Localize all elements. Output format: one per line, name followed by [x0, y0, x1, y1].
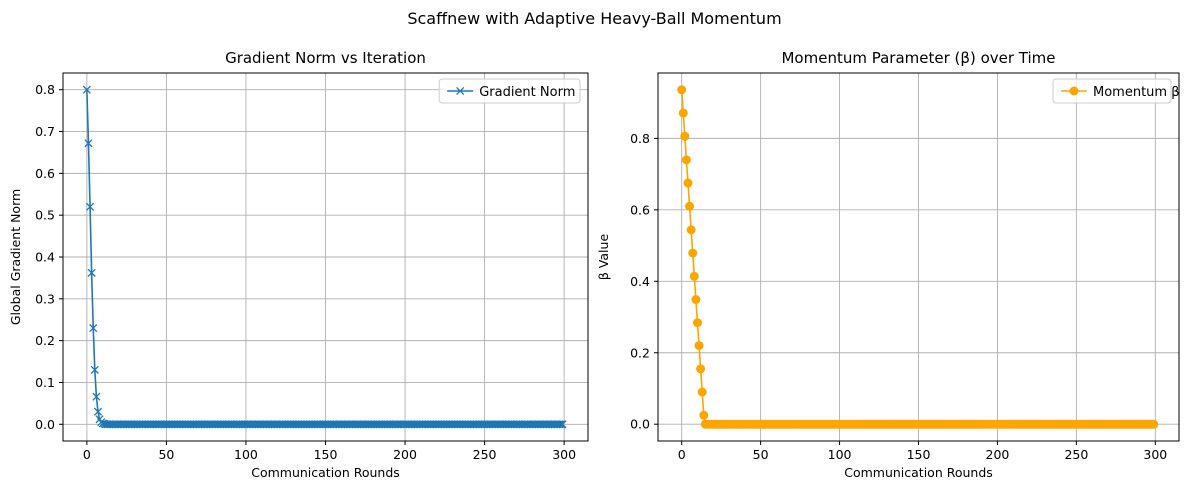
legend-frame: [1052, 78, 1172, 104]
series-markers: [82, 85, 567, 429]
data-point: [92, 392, 101, 401]
legend-entry-momentum-beta: Momentum β: [1093, 85, 1180, 100]
y-tick-label: 0.7: [35, 124, 55, 139]
gradient-norm-chart: Gradient Norm vs Iteration Communication…: [8, 49, 589, 480]
axes-frame: [657, 72, 1180, 442]
data-point: [678, 108, 688, 118]
y-tick-label: 0.1: [35, 375, 55, 390]
y-tick-label: 0.8: [35, 82, 55, 97]
y-tick-label: 0.8: [630, 131, 650, 146]
y-tick-label: 0.5: [35, 208, 55, 223]
data-point: [699, 410, 709, 420]
legend-marker-swatch: [456, 86, 465, 96]
x-tick-label: 50: [753, 447, 769, 462]
y-tick-label: 0.4: [35, 250, 55, 265]
y-tick-label: 0.6: [630, 202, 650, 217]
x-tick-label: 150: [907, 447, 931, 462]
data-point: [683, 178, 693, 188]
x-tick-label: 100: [828, 447, 852, 462]
data-point: [692, 318, 702, 328]
data-point: [686, 225, 696, 235]
data-point: [558, 420, 567, 429]
grid-lines: [658, 73, 1179, 441]
data-point: [694, 341, 704, 351]
axes-frame: [62, 72, 589, 442]
momentum-beta-chart: Momentum Parameter (β) over Time Communi…: [596, 49, 1180, 480]
x-tick-label: 250: [473, 447, 497, 462]
gradient-norm-chart-title: Gradient Norm vs Iteration: [225, 49, 426, 67]
data-point: [681, 155, 691, 165]
data-point: [93, 407, 103, 416]
data-point: [89, 324, 98, 333]
legend-frame: [438, 78, 581, 104]
data-point: [85, 202, 95, 211]
x-tick-label: 300: [1143, 447, 1167, 462]
y-tick-label: 0.2: [35, 333, 55, 348]
suptitle: Scaffnew with Adaptive Heavy-Ball Moment…: [407, 9, 781, 28]
momentum-beta-chart-title: Momentum Parameter (β) over Time: [781, 49, 1055, 67]
data-point: [90, 365, 99, 374]
gradient-norm-legend: Gradient Norm: [438, 78, 581, 104]
data-point: [1149, 419, 1159, 429]
x-tick-label: 200: [393, 447, 417, 462]
y-tick-label: 0.0: [630, 417, 650, 432]
legend-marker-swatch: [1069, 86, 1079, 96]
grid-lines: [63, 73, 588, 441]
y-tick-label: 0.6: [35, 166, 55, 181]
x-tick-label: 200: [986, 447, 1010, 462]
data-point: [696, 364, 706, 374]
data-point: [688, 248, 698, 258]
momentum-beta-y-axis-label: β Value: [596, 234, 611, 281]
data-point: [697, 387, 707, 397]
gradient-norm-x-axis-label: Communication Rounds: [251, 465, 400, 480]
data-point: [691, 295, 701, 305]
series-markers: [677, 85, 1159, 429]
data-point: [677, 85, 687, 95]
data-point: [84, 139, 93, 148]
data-point: [689, 271, 699, 281]
y-tick-label: 0.0: [35, 417, 55, 432]
data-point: [680, 131, 690, 141]
x-tick-label: 0: [83, 447, 91, 462]
data-point: [556, 420, 566, 429]
y-tick-label: 0.4: [630, 274, 650, 289]
momentum-beta-legend: Momentum β: [1052, 78, 1180, 104]
x-tick-label: 250: [1064, 447, 1088, 462]
data-point: [685, 201, 695, 211]
x-tick-label: 150: [314, 447, 338, 462]
data-point: [87, 268, 96, 277]
x-tick-label: 100: [234, 447, 258, 462]
momentum-beta-x-axis-label: Communication Rounds: [844, 465, 993, 480]
gradient-norm-y-axis-label: Global Gradient Norm: [8, 189, 23, 325]
legend-entry-gradient-norm: Gradient Norm: [479, 85, 575, 100]
data-point: [555, 420, 564, 429]
x-tick-label: 50: [158, 447, 174, 462]
data-point: [82, 85, 91, 94]
x-tick-label: 0: [678, 447, 686, 462]
y-tick-label: 0.2: [630, 345, 650, 360]
x-tick-label: 300: [552, 447, 576, 462]
series-line: [680, 89, 1154, 426]
y-tick-label: 0.3: [35, 291, 55, 306]
